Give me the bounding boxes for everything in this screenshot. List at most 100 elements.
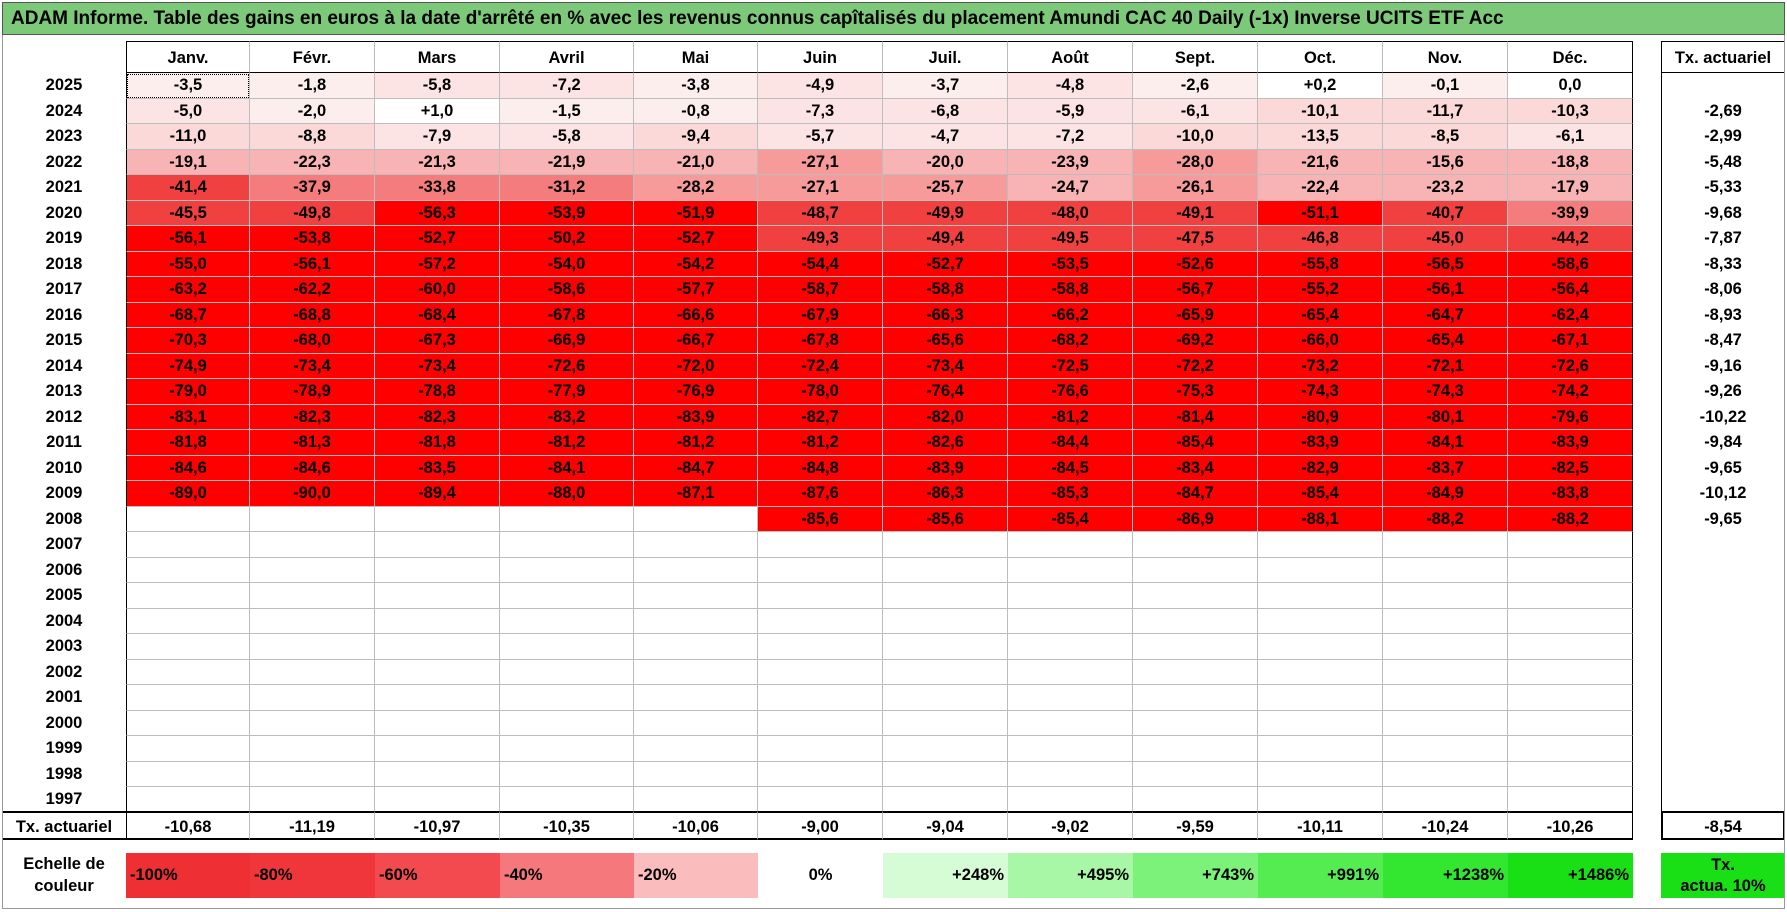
gain-cell: -89,4 bbox=[375, 481, 500, 507]
gain-cell bbox=[1258, 634, 1383, 660]
gain-cell: -49,9 bbox=[883, 200, 1008, 226]
actuarial-cell bbox=[1661, 634, 1785, 660]
actuarial-cell: -7,87 bbox=[1661, 226, 1785, 252]
actuarial-cell: -9,65 bbox=[1661, 455, 1785, 481]
gain-cell bbox=[375, 557, 500, 583]
gain-cell bbox=[883, 710, 1008, 736]
gain-cell: -70,3 bbox=[126, 328, 250, 354]
gain-cell: -58,7 bbox=[758, 277, 883, 303]
year-label: 2014 bbox=[45, 356, 83, 375]
gain-cell bbox=[634, 787, 758, 813]
gain-cell bbox=[758, 659, 883, 685]
gain-cell: -49,1 bbox=[1133, 200, 1258, 226]
gain-cell bbox=[1133, 659, 1258, 685]
gain-cell: -55,2 bbox=[1258, 277, 1383, 303]
gain-cell bbox=[375, 608, 500, 634]
color-scale-swatch: +1486% bbox=[1508, 853, 1633, 898]
gain-cell: -56,7 bbox=[1133, 277, 1258, 303]
year-label: 2020 bbox=[45, 203, 83, 222]
gain-cell: -54,2 bbox=[634, 251, 758, 277]
year-label: 2011 bbox=[46, 433, 82, 451]
actuarial-cell: -10,12 bbox=[1661, 481, 1785, 507]
color-scale-label-line2: couleur bbox=[34, 877, 94, 895]
gain-cell bbox=[1383, 608, 1508, 634]
gain-cell bbox=[883, 583, 1008, 609]
gain-cell: -86,9 bbox=[1133, 506, 1258, 532]
gain-cell: -78,8 bbox=[375, 379, 500, 405]
gain-cell bbox=[1008, 685, 1133, 711]
gain-cell: -73,4 bbox=[250, 353, 375, 379]
gain-cell: -83,9 bbox=[883, 455, 1008, 481]
gain-cell: -83,2 bbox=[500, 404, 634, 430]
gain-cell: -69,2 bbox=[1133, 328, 1258, 354]
gain-cell: -56,4 bbox=[1508, 277, 1633, 303]
gain-cell bbox=[758, 608, 883, 634]
actuarial-cell: -5,48 bbox=[1661, 149, 1785, 175]
color-scale-swatch: -20% bbox=[634, 853, 758, 898]
gain-cell: -10,3 bbox=[1508, 98, 1633, 124]
gain-cell bbox=[1258, 736, 1383, 762]
gain-cell: -21,0 bbox=[634, 149, 758, 175]
gain-cell: -74,9 bbox=[126, 353, 250, 379]
gain-cell: -86,3 bbox=[883, 481, 1008, 507]
gain-cell: -68,7 bbox=[126, 302, 250, 328]
gain-cell bbox=[500, 787, 634, 813]
gain-cell: -52,7 bbox=[375, 226, 500, 252]
gain-cell bbox=[500, 608, 634, 634]
gain-cell: -66,7 bbox=[634, 328, 758, 354]
gain-cell bbox=[1383, 710, 1508, 736]
gain-cell bbox=[1383, 583, 1508, 609]
gain-cell: -74,3 bbox=[1258, 379, 1383, 405]
gain-cell: -37,9 bbox=[250, 175, 375, 201]
gain-cell bbox=[1008, 787, 1133, 813]
gain-cell bbox=[126, 532, 250, 558]
gain-cell: -56,1 bbox=[126, 226, 250, 252]
gain-cell: -17,9 bbox=[1508, 175, 1633, 201]
gain-cell bbox=[1508, 710, 1633, 736]
gain-cell: -31,2 bbox=[500, 175, 634, 201]
gain-cell: -8,8 bbox=[250, 124, 375, 150]
month-header: Févr. bbox=[250, 41, 375, 73]
gain-cell bbox=[1383, 761, 1508, 787]
gain-cell: -85,4 bbox=[1133, 430, 1258, 456]
gain-cell bbox=[1508, 787, 1633, 813]
month-header: Sept. bbox=[1133, 41, 1258, 73]
month-header: Janv. bbox=[126, 41, 250, 73]
gain-cell bbox=[1383, 685, 1508, 711]
year-label: 2016 bbox=[45, 305, 83, 324]
color-scale-swatch: -100% bbox=[126, 853, 250, 898]
gain-cell bbox=[758, 787, 883, 813]
gain-cell: -67,8 bbox=[500, 302, 634, 328]
gain-cell: -28,2 bbox=[634, 175, 758, 201]
gain-cell: -87,1 bbox=[634, 481, 758, 507]
gain-cell bbox=[1508, 634, 1633, 660]
gain-cell: -47,5 bbox=[1133, 226, 1258, 252]
gain-cell: -58,6 bbox=[500, 277, 634, 303]
gain-cell: -0,8 bbox=[634, 98, 758, 124]
actuarial-cell bbox=[1661, 761, 1785, 787]
total-cell: -10,35 bbox=[500, 811, 634, 840]
gain-cell: -72,6 bbox=[500, 353, 634, 379]
actuarial-cell bbox=[1661, 787, 1785, 813]
gain-cell: -56,3 bbox=[375, 200, 500, 226]
gain-cell: -4,7 bbox=[883, 124, 1008, 150]
month-header: Mars bbox=[375, 41, 500, 73]
color-scale-swatch: -60% bbox=[375, 853, 500, 898]
gain-cell: -67,9 bbox=[758, 302, 883, 328]
total-cell: -10,11 bbox=[1258, 811, 1383, 840]
gain-cell: -76,9 bbox=[634, 379, 758, 405]
gain-cell bbox=[1008, 710, 1133, 736]
gain-cell: -0,1 bbox=[1383, 73, 1508, 99]
gain-cell: -23,9 bbox=[1008, 149, 1133, 175]
gain-cell: -54,0 bbox=[500, 251, 634, 277]
gain-cell bbox=[1258, 557, 1383, 583]
gain-cell: -53,8 bbox=[250, 226, 375, 252]
gain-cell: -84,4 bbox=[1008, 430, 1133, 456]
gain-cell: -79,6 bbox=[1508, 404, 1633, 430]
gain-cell: -76,4 bbox=[883, 379, 1008, 405]
gain-cell: -84,8 bbox=[758, 455, 883, 481]
gain-cell: -25,7 bbox=[883, 175, 1008, 201]
gain-cell bbox=[634, 583, 758, 609]
month-header: Avril bbox=[500, 41, 634, 73]
gain-cell: -65,9 bbox=[1133, 302, 1258, 328]
